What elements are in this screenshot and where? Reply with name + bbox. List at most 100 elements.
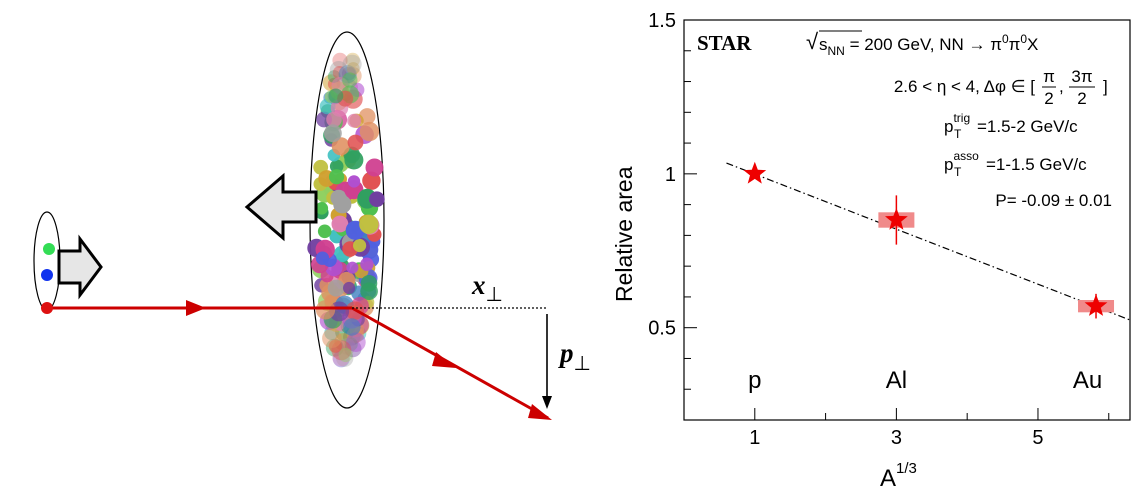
nucleus-label: Al	[886, 367, 907, 394]
p-perp-subscript: ⊥	[574, 353, 591, 375]
nucleon	[317, 224, 332, 239]
nucleus-direction-arrow	[244, 172, 318, 242]
nucleon	[338, 338, 356, 355]
nucleon	[322, 328, 342, 349]
nucleon	[343, 281, 356, 295]
energy-text: = 200 GeV, NN → π	[845, 35, 1002, 54]
x-axis-label-base: A	[880, 465, 896, 492]
nucleon	[332, 350, 350, 368]
deflected-arrowhead-end	[528, 404, 552, 420]
pi-mid: π	[1009, 35, 1021, 54]
star-marker	[885, 208, 908, 230]
axis-ticks	[684, 19, 1110, 420]
pt-associated-info: passo T =1-1.5 GeV/c	[944, 149, 1087, 179]
nucleon	[346, 261, 359, 274]
nucleus-label: p	[748, 367, 761, 394]
x-perp-subscript: ⊥	[486, 284, 503, 306]
nucleon	[369, 191, 385, 207]
nucleon	[345, 52, 360, 68]
fit-result: P= -0.09 ± 0.01	[995, 191, 1112, 210]
nucleon	[315, 251, 330, 265]
parton-green	[43, 243, 55, 255]
pt-trigger-info: ptrig T =1.5-2 GeV/c	[944, 111, 1078, 141]
frac1-denominator: 2	[1044, 89, 1053, 108]
nucleon	[328, 88, 344, 104]
pi-superscript-2: 0	[1020, 32, 1027, 46]
x-tick-label: 3	[891, 427, 902, 449]
data-point-p	[743, 161, 767, 184]
nucleon	[315, 202, 329, 215]
nucleon	[324, 124, 342, 143]
nucleon	[360, 275, 378, 292]
y-tick-label: 1	[665, 164, 676, 186]
energy-line: sNN = 200 GeV, NN → π0π0X	[819, 32, 1038, 58]
beam-arrowhead	[186, 300, 206, 316]
y-axis-label: Relative area	[611, 166, 637, 302]
pt-asso-symbol: p	[944, 155, 953, 174]
nucleon	[359, 214, 379, 234]
star-marker	[1084, 294, 1108, 316]
nucleon	[347, 113, 362, 128]
data-point-al	[878, 195, 915, 245]
nucleon	[347, 175, 361, 188]
energy-info: √ sNN = 200 GeV, NN → π0π0X	[806, 29, 1038, 58]
pi-superscript-1: 0	[1002, 32, 1009, 46]
nucleus-label: Au	[1073, 367, 1102, 394]
p-perp-label: p⊥	[558, 338, 591, 375]
eta-range-text: 2.6 < η < 4, Δφ ∈ [	[894, 77, 1035, 96]
projectile-proton-ellipse	[33, 211, 61, 311]
nucleon	[353, 238, 367, 253]
nucleon	[329, 159, 344, 174]
nucleon	[360, 257, 374, 271]
x-perp-label: x⊥	[471, 270, 503, 306]
p-perp-base: p	[558, 338, 574, 368]
nucleon	[327, 279, 345, 297]
pi-tail: X	[1027, 35, 1038, 54]
nucleon	[331, 215, 349, 233]
x-perp-base: x	[471, 270, 486, 300]
y-tick-label: 1.5	[648, 10, 676, 32]
p-perp-arrowhead	[542, 396, 552, 409]
nucleon	[344, 340, 362, 358]
deflected-line	[351, 306, 549, 420]
pt-trig-subscript: T	[954, 127, 962, 141]
pt-trig-superscript: trig	[953, 111, 970, 125]
nucleon	[365, 158, 384, 177]
nucleon	[346, 62, 360, 75]
frac2-numerator: 3π	[1071, 67, 1092, 86]
nucleus-labels: p Al Au	[748, 367, 1102, 394]
nucleon	[338, 347, 353, 363]
frac1-numerator: π	[1043, 67, 1055, 86]
sqrt-s: s	[819, 35, 828, 54]
pt-asso-superscript: asso	[953, 149, 979, 163]
sqrt-s-subscript: NN	[828, 44, 845, 58]
x-tick-label: 5	[1032, 427, 1043, 449]
experiment-label: STAR	[697, 31, 752, 55]
projectile-direction-arrow	[57, 234, 103, 300]
nucleon	[344, 150, 364, 170]
nucleon	[347, 134, 364, 151]
data-points	[743, 161, 1115, 319]
nucleon	[359, 121, 380, 142]
tick-labels: 1 3 5 0.5 1 1.5	[648, 10, 1043, 449]
nucleon	[329, 61, 348, 79]
frac2-denominator: 2	[1077, 89, 1086, 108]
nucleon	[336, 349, 354, 367]
collision-diagram: x⊥ p⊥	[33, 31, 591, 420]
leading-parton-red	[41, 302, 53, 314]
pt-asso-range: =1-1.5 GeV/c	[986, 155, 1087, 174]
x-axis-label: A1/3	[880, 460, 917, 492]
pt-trig-range: =1.5-2 GeV/c	[977, 117, 1078, 136]
sqrt-sign: √	[806, 29, 819, 54]
nucleon	[344, 337, 358, 351]
x-axis-label-superscript: 1/3	[896, 460, 917, 477]
nucleon	[332, 349, 350, 367]
relative-area-chart: 1 3 50.511.5 STAR √ sNN = 200 GeV, NN → π0…	[611, 10, 1131, 492]
x-tick-label: 1	[749, 427, 760, 449]
nucleon	[343, 318, 361, 336]
nucleon	[346, 332, 366, 353]
nucleon	[315, 300, 336, 320]
y-tick-label: 0.5	[648, 318, 676, 340]
nucleons-cloud	[307, 52, 385, 368]
